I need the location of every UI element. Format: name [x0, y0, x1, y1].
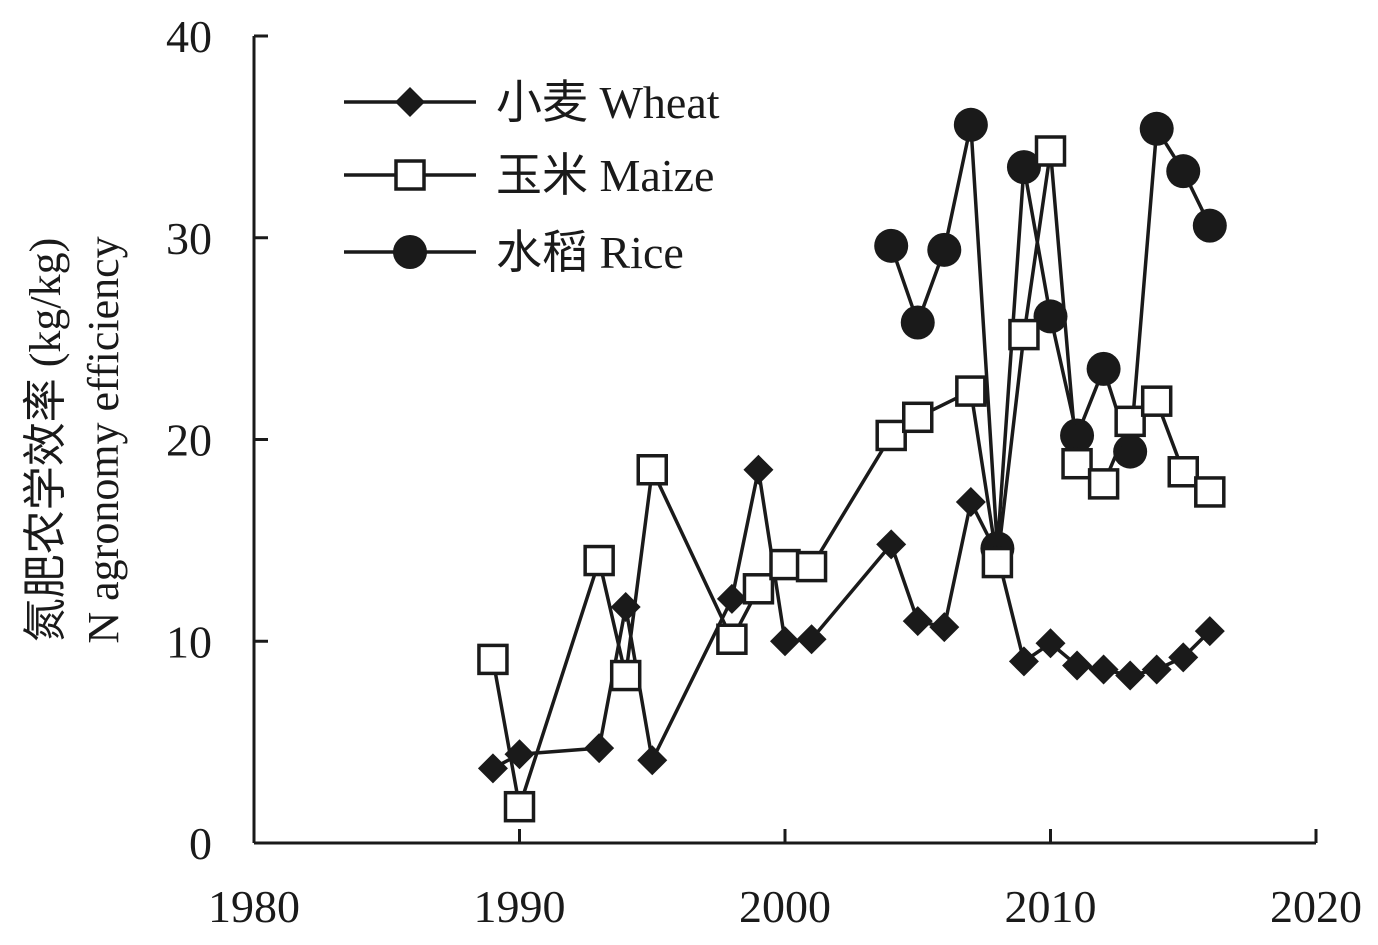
data-point: [1006, 150, 1041, 185]
data-point: [1140, 385, 1173, 417]
data-point: [900, 305, 935, 340]
data-point: [1167, 456, 1199, 488]
data-point: [1086, 351, 1121, 386]
data-point: [955, 487, 986, 518]
data-point: [1141, 654, 1172, 685]
x-tick-label: 2020: [1270, 881, 1362, 932]
data-point: [716, 623, 748, 655]
series-layer: [477, 107, 1227, 823]
data-point: [1087, 468, 1120, 500]
data-point: [583, 544, 615, 577]
data-point: [477, 643, 509, 676]
data-point: [609, 659, 642, 692]
data-point: [770, 626, 800, 657]
legend-entry: 水稻 Rice: [344, 227, 684, 278]
data-point: [902, 606, 933, 637]
y-tick-label: 20: [166, 415, 212, 466]
legend-label: 小麦 Wheat: [496, 77, 720, 128]
data-point: [743, 454, 774, 485]
data-point: [584, 733, 615, 764]
legend-label: 水稻 Rice: [496, 227, 684, 278]
series-line: [492, 468, 1212, 770]
data-point: [1060, 418, 1095, 453]
y-tick-label: 10: [166, 616, 212, 667]
data-point: [1192, 208, 1227, 243]
x-tick-label: 2000: [739, 881, 831, 932]
data-point: [1061, 447, 1093, 480]
data-point: [1114, 405, 1146, 438]
data-point: [1139, 111, 1174, 146]
series-maize: [477, 135, 1226, 823]
series-rice: [874, 107, 1227, 566]
data-point: [477, 753, 508, 784]
data-point: [1088, 654, 1119, 685]
data-point: [769, 548, 801, 581]
x-tick-label: 1990: [474, 881, 566, 932]
legend-marker: [394, 159, 426, 191]
legend-marker: [393, 235, 427, 269]
y-axis-title-chinese: 氮肥农学效率 (kg/kg): [21, 238, 70, 643]
y-tick-label: 40: [166, 11, 212, 62]
data-point: [1035, 628, 1066, 659]
legend-entry: 玉米 Maize: [344, 150, 714, 201]
data-point: [1008, 646, 1039, 677]
data-point: [1034, 135, 1067, 167]
legend-entry: 小麦 Wheat: [344, 77, 720, 128]
data-point: [742, 573, 775, 605]
data-point: [875, 419, 907, 452]
series-line: [889, 123, 1212, 551]
data-point: [716, 583, 747, 614]
data-point: [1168, 642, 1199, 673]
data-point: [874, 228, 909, 263]
data-point: [1033, 299, 1068, 334]
data-point: [1115, 660, 1146, 691]
data-point: [981, 546, 1014, 579]
data-point: [1194, 616, 1225, 647]
data-point: [637, 745, 668, 776]
data-point: [503, 790, 536, 823]
y-tick-label: 30: [166, 213, 212, 264]
data-point: [796, 624, 827, 655]
data-point: [1194, 476, 1226, 508]
data-point: [929, 612, 960, 643]
data-point: [953, 107, 988, 142]
legend-label: 玉米 Maize: [496, 150, 714, 201]
data-point: [902, 401, 934, 434]
axes: 1980 1990 2000 2010 2020 0 10 20 30 40: [166, 11, 1362, 932]
data-point: [1166, 154, 1201, 189]
x-tick-label: 1980: [208, 881, 300, 932]
data-point: [636, 454, 668, 486]
x-tick-label: 2010: [1005, 881, 1097, 932]
legend-marker: [395, 87, 425, 117]
y-axis-title-english: N agronomy efficiency: [79, 236, 128, 643]
data-point: [955, 375, 987, 407]
data-point: [876, 529, 907, 560]
data-point: [1008, 318, 1040, 351]
y-tick-label: 0: [189, 818, 212, 869]
data-point: [1062, 650, 1093, 681]
legend: 小麦 Wheat 玉米 Maize 水稻 Rice: [344, 77, 720, 278]
data-point: [795, 550, 828, 583]
data-point: [927, 232, 962, 267]
